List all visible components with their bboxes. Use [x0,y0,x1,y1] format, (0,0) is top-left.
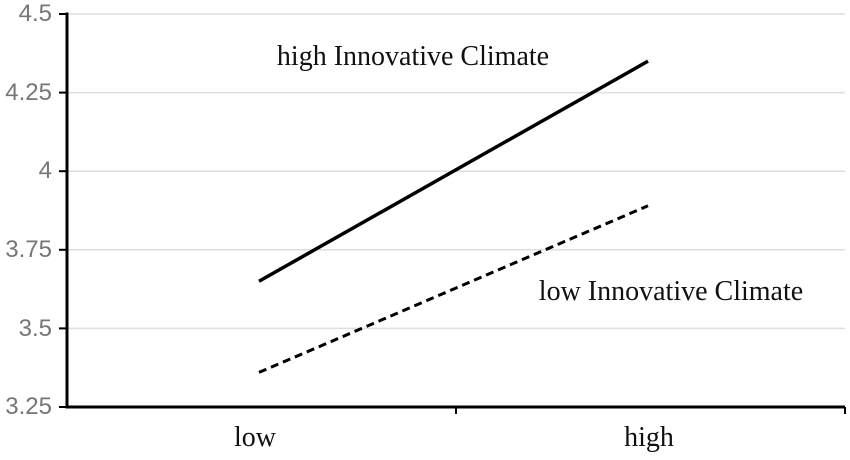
series-label-high-innovative-climate: high Innovative Climate [276,41,550,72]
y-tick-label: 4 [38,157,52,184]
series-line-high-innovative-climate [258,59,649,283]
x-category-label-high: high [624,422,674,453]
y-tick-label: 4.25 [5,79,52,106]
y-tick-label: 4.5 [18,0,52,27]
series-label-low-innovative-climate: low Innovative Climate [538,276,804,307]
y-tick-label: 3.25 [5,393,52,420]
y-tick-label: 3.5 [18,315,52,342]
x-category-label-low: low [234,422,276,453]
y-tick-label: 3.75 [5,236,52,263]
series-line-low-innovative-climate [258,204,649,374]
